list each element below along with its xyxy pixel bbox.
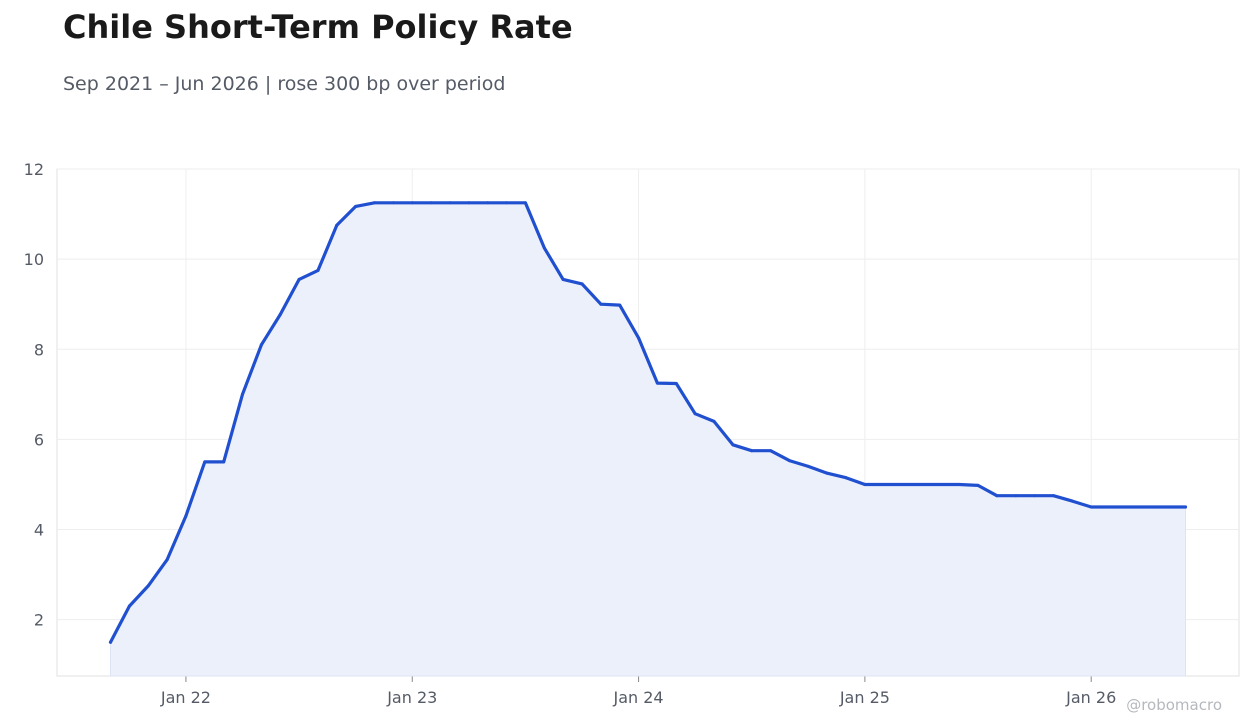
data-point [1184, 505, 1187, 509]
data-point [806, 464, 810, 468]
data-point [1108, 505, 1112, 509]
data-point [1014, 494, 1018, 498]
data-point [561, 277, 565, 281]
x-tick-label: Jan 22 [160, 688, 211, 707]
data-point [938, 483, 942, 486]
data-point [882, 483, 886, 486]
y-tick-label: 6 [34, 430, 44, 449]
data-point [1052, 494, 1055, 498]
data-point [1165, 505, 1169, 509]
y-tick-label: 10 [24, 250, 44, 269]
data-point [297, 277, 301, 281]
x-tick-label: Jan 26 [1065, 688, 1116, 707]
x-tick-label: Jan 25 [839, 688, 890, 707]
data-point [486, 201, 490, 205]
data-point [655, 381, 659, 385]
data-point [410, 201, 414, 205]
data-point [429, 201, 433, 205]
data-point [241, 392, 244, 396]
x-tick-label: Jan 24 [613, 688, 664, 707]
data-point [637, 336, 641, 340]
data-point [278, 313, 282, 317]
data-point [448, 201, 452, 205]
y-axis-ticks: 2 4 6 8 10 12 [24, 160, 44, 630]
data-point [712, 419, 716, 423]
data-point [863, 483, 867, 486]
data-point [731, 443, 735, 447]
data-point [825, 471, 829, 475]
chart-title: Chile Short-Term Policy Rate [63, 8, 573, 46]
data-point [1127, 505, 1131, 509]
data-point [1033, 494, 1037, 498]
data-point [146, 584, 150, 588]
chart-subtitle: Sep 2021 – Jun 2026 | rose 300 bp over p… [63, 73, 506, 95]
x-axis-ticks: Jan 22 Jan 23 Jan 24 Jan 25 Jan 26 [160, 676, 1116, 707]
data-point [976, 483, 980, 487]
data-point [335, 223, 339, 227]
data-point [505, 201, 509, 205]
y-tick-label: 2 [34, 611, 44, 630]
data-point [693, 412, 697, 416]
x-tick-label: Jan 23 [386, 688, 437, 707]
data-point [995, 494, 999, 498]
y-tick-label: 12 [24, 160, 44, 179]
data-point [203, 460, 207, 464]
data-point [391, 201, 395, 205]
y-tick-label: 4 [34, 521, 44, 540]
data-point [222, 460, 226, 464]
data-point [787, 459, 791, 463]
data-point [769, 449, 773, 453]
data-point [674, 382, 678, 385]
data-point [542, 246, 546, 250]
data-point [316, 268, 320, 272]
data-points [109, 201, 1187, 644]
data-point [467, 201, 471, 205]
data-point [373, 201, 376, 205]
data-point [184, 514, 188, 518]
data-point [127, 604, 131, 608]
data-point [901, 483, 905, 486]
data-point [109, 640, 112, 644]
data-point [354, 204, 358, 208]
data-point [957, 483, 961, 486]
data-point [580, 282, 584, 286]
data-point [618, 303, 622, 307]
data-point [599, 302, 603, 306]
data-point [523, 201, 527, 205]
data-point [165, 558, 169, 562]
watermark: @robomacro [1126, 696, 1222, 714]
rate-line [108, 201, 1188, 644]
data-point [920, 483, 923, 486]
data-point [1089, 505, 1093, 509]
y-tick-label: 8 [34, 340, 44, 359]
data-point [750, 449, 754, 453]
data-point [1070, 499, 1074, 503]
data-point [844, 476, 848, 480]
data-point [259, 343, 263, 347]
data-point [1146, 505, 1150, 509]
